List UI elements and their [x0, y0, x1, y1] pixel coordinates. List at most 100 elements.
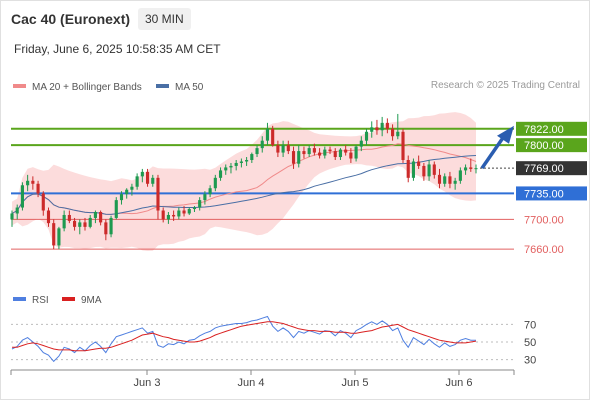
main-legend: MA 20 + Bollinger Bands MA 50 [13, 82, 204, 93]
legend-swatch [156, 84, 169, 88]
candle-body [203, 194, 207, 201]
x-axis: Jun 3 Jun 4 Jun 5 Jun 6 [10, 369, 515, 389]
candle-body [338, 149, 343, 158]
timeframe-badge[interactable]: 30 MIN [138, 8, 191, 30]
candle-body [437, 174, 442, 184]
candle-body [172, 214, 176, 217]
candle-body [239, 161, 243, 163]
candle-body [422, 165, 426, 177]
candle-body [286, 145, 290, 152]
candle-body [474, 168, 478, 170]
candle-body [229, 165, 233, 168]
candle-body [135, 176, 139, 187]
candle-body [370, 127, 374, 132]
level-label: 7822.00 [524, 124, 564, 136]
candle-body [83, 222, 87, 227]
candle-body [307, 148, 311, 155]
x-tick-label: Jun 3 [134, 377, 161, 389]
candle-body [469, 167, 473, 169]
forecast-arrow-shaft [480, 136, 505, 170]
rsi-tick-label: 50 [524, 337, 536, 349]
candle-body [114, 200, 118, 218]
current-price-box [516, 161, 587, 176]
moving-averages [11, 143, 477, 215]
candle-body [93, 212, 97, 218]
candle-body [140, 171, 144, 177]
candle-body [318, 152, 322, 156]
rsi-series-9MA [12, 321, 477, 352]
bollinger-bands [12, 112, 476, 251]
candle-body [78, 222, 82, 227]
candle-body [359, 140, 363, 147]
instrument-title: Cac 40 (Euronext) [11, 11, 131, 27]
candle-body [52, 223, 56, 246]
candle-body [333, 151, 337, 158]
candle-body [234, 162, 238, 166]
level-label: 7660.00 [524, 244, 564, 256]
legend-label: MA 20 + Bollinger Bands [32, 82, 142, 93]
candle-body [276, 145, 280, 153]
x-tick-label: Jun 4 [238, 377, 265, 389]
level-label-box [516, 186, 587, 201]
candle-body [182, 210, 186, 214]
candle-body [99, 212, 103, 223]
candle-body [312, 148, 316, 153]
candle-body [265, 128, 270, 141]
candle-body [364, 131, 369, 141]
candle-body [145, 171, 150, 184]
forecast-arrow-head [497, 125, 514, 144]
rsi-legend-label: 9MA [81, 295, 102, 306]
candle-body [166, 214, 170, 220]
candle-body [208, 188, 212, 195]
candle-body [396, 131, 400, 137]
candle-body [391, 128, 395, 137]
candle-body [406, 160, 410, 178]
candle-body [250, 154, 254, 160]
legend-swatch [13, 84, 26, 88]
candle-body [281, 145, 285, 153]
current-price-label: 7769.00 [524, 163, 564, 175]
candle-body [401, 131, 405, 160]
candle-body [354, 146, 358, 159]
rsi-tick-label: 70 [524, 319, 536, 331]
candle-body [104, 222, 108, 235]
candle-body [156, 177, 160, 211]
candle-body [271, 128, 275, 146]
candle-body [328, 149, 332, 152]
candle-body [255, 148, 259, 155]
candle-body [198, 200, 202, 208]
candle-body [245, 160, 249, 162]
candle-body [109, 217, 113, 235]
candle-body [67, 214, 71, 221]
candle-body [177, 210, 181, 217]
candle-body [458, 170, 462, 181]
candle-body [224, 167, 228, 171]
level-label-box [516, 121, 587, 136]
candle-body [31, 180, 35, 184]
rsi-panel: RSI 9MA 70 50 30 [11, 295, 536, 367]
candle-body [72, 220, 77, 227]
candle-body [10, 213, 14, 220]
candle-body [323, 149, 327, 156]
rsi-legend-label: RSI [32, 295, 49, 306]
candle-body [187, 209, 191, 214]
candle-body [161, 210, 165, 220]
copyright-text: Research © 2025 Trading Central [430, 80, 580, 91]
bollinger-band-area [12, 112, 476, 251]
candle-body [385, 122, 389, 129]
level-label-box [516, 138, 587, 153]
candlesticks [10, 113, 514, 250]
x-tick-label: Jun 5 [342, 377, 369, 389]
candle-body [15, 207, 19, 214]
candle-body [453, 180, 457, 184]
candle-body [375, 127, 379, 131]
candle-body [20, 185, 24, 208]
level-label: 7735.00 [524, 188, 564, 200]
candle-body [130, 186, 134, 190]
candle-body [448, 176, 452, 184]
candle-body [26, 180, 30, 186]
candle-body [192, 207, 197, 210]
x-tick-label: Jun 6 [446, 377, 473, 389]
rsi-legend-swatch [62, 297, 75, 301]
